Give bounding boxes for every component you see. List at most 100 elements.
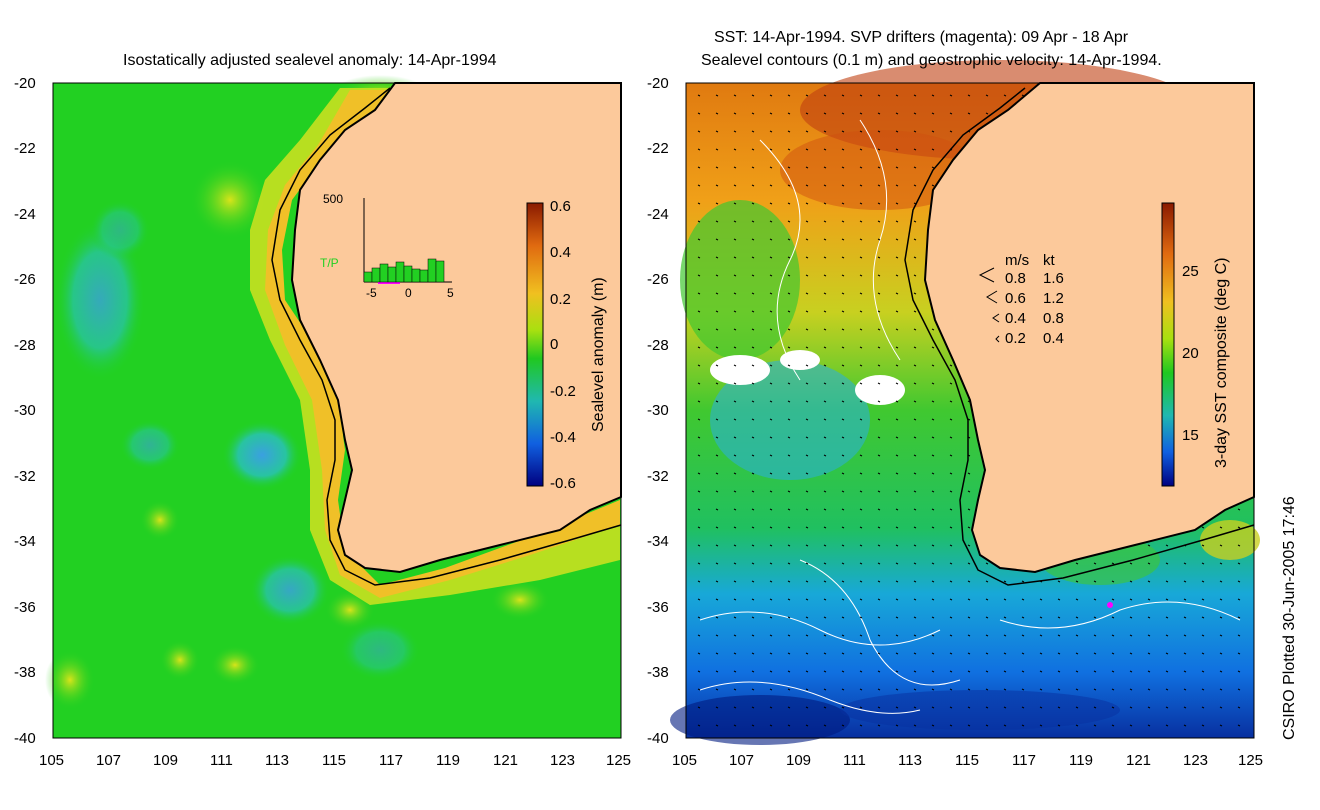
velocity-arrow xyxy=(805,508,809,511)
velocity-arrow xyxy=(769,328,773,331)
velocity-arrow xyxy=(1183,688,1187,691)
y-tick: -28 xyxy=(14,337,36,354)
velocity-arrow xyxy=(805,436,809,439)
velocity-arrow xyxy=(949,598,953,601)
velocity-arrow xyxy=(913,562,917,565)
velocity-arrow xyxy=(877,616,881,619)
velocity-arrow xyxy=(895,400,899,403)
velocity-arrow xyxy=(967,526,971,529)
velocity-arrow xyxy=(841,184,845,187)
velocity-arrow xyxy=(1003,634,1007,637)
colorbar-tick: 20 xyxy=(1182,345,1199,362)
velocity-arrow xyxy=(697,436,701,439)
velocity-arrow xyxy=(1201,562,1205,565)
velocity-arrow xyxy=(715,202,719,205)
velocity-arrow xyxy=(1093,562,1097,565)
velocity-arrow xyxy=(823,670,827,673)
velocity-arrow xyxy=(751,112,755,115)
velocity-arrow xyxy=(715,274,719,277)
velocity-legend-header-ms: m/s xyxy=(1005,252,1030,269)
velocity-arrow xyxy=(859,598,863,601)
velocity-arrow xyxy=(841,454,845,457)
velocity-arrow xyxy=(949,364,953,367)
velocity-arrow xyxy=(733,328,737,331)
velocity-arrow xyxy=(859,328,863,331)
colorbar-tick: 0.2 xyxy=(550,291,571,308)
velocity-arrow xyxy=(1219,526,1223,529)
velocity-arrow xyxy=(985,580,989,583)
velocity-arrow xyxy=(787,508,791,511)
colorbar-tick: 25 xyxy=(1182,263,1199,280)
velocity-arrow xyxy=(787,238,791,241)
velocity-arrow xyxy=(1075,562,1079,565)
inset-bar xyxy=(427,258,437,283)
velocity-arrow xyxy=(751,238,755,241)
velocity-arrow xyxy=(949,688,953,691)
velocity-arrow xyxy=(787,112,791,115)
velocity-arrow xyxy=(895,130,899,133)
velocity-arrow xyxy=(715,670,719,673)
velocity-arrow xyxy=(913,382,917,385)
velocity-arrow xyxy=(931,454,935,457)
velocity-arrow xyxy=(1057,652,1061,655)
velocity-arrow xyxy=(823,472,827,475)
velocity-arrow xyxy=(1129,634,1133,637)
velocity-arrow xyxy=(733,292,737,295)
velocity-arrow xyxy=(1039,706,1043,709)
velocity-arrow xyxy=(841,292,845,295)
velocity-arrow xyxy=(805,238,809,241)
velocity-arrow xyxy=(1201,670,1205,673)
velocity-arrow xyxy=(733,634,737,637)
velocity-arrow xyxy=(967,670,971,673)
y-tick: -36 xyxy=(647,599,669,616)
velocity-arrow xyxy=(949,670,953,673)
velocity-arrow xyxy=(877,94,881,97)
velocity-arrow xyxy=(1183,670,1187,673)
velocity-arrow xyxy=(1219,652,1223,655)
velocity-arrow xyxy=(949,580,953,583)
velocity-arrow xyxy=(895,220,899,223)
velocity-arrow xyxy=(805,382,809,385)
velocity-arrow xyxy=(931,364,935,367)
velocity-arrow xyxy=(715,616,719,619)
velocity-arrow xyxy=(859,112,863,115)
velocity-arrow xyxy=(859,418,863,421)
velocity-arrow xyxy=(877,148,881,151)
velocity-arrow xyxy=(697,490,701,493)
velocity-arrow xyxy=(913,598,917,601)
velocity-arrow xyxy=(697,148,701,151)
velocity-arrow xyxy=(949,400,953,403)
velocity-arrow xyxy=(751,328,755,331)
velocity-arrow xyxy=(895,418,899,421)
velocity-arrow xyxy=(769,544,773,547)
velocity-arrow xyxy=(823,364,827,367)
velocity-arrow xyxy=(823,292,827,295)
velocity-arrow xyxy=(859,184,863,187)
velocity-arrow xyxy=(697,220,701,223)
velocity-arrow xyxy=(805,706,809,709)
velocity-arrow xyxy=(823,418,827,421)
velocity-arrow xyxy=(895,508,899,511)
velocity-arrow xyxy=(967,472,971,475)
velocity-arrow xyxy=(733,688,737,691)
velocity-arrow xyxy=(715,490,719,493)
velocity-arrow xyxy=(733,148,737,151)
velocity-arrow xyxy=(967,688,971,691)
velocity-arrow xyxy=(805,274,809,277)
y-tick: -38 xyxy=(14,664,36,681)
velocity-arrow xyxy=(787,166,791,169)
velocity-arrow xyxy=(769,346,773,349)
x-tick: 113 xyxy=(898,752,922,769)
velocity-arrow xyxy=(751,274,755,277)
velocity-arrow xyxy=(769,706,773,709)
velocity-arrow xyxy=(1093,706,1097,709)
velocity-legend-kt: 0.8 xyxy=(1043,310,1064,327)
velocity-arrow xyxy=(877,688,881,691)
velocity-arrow xyxy=(1147,562,1151,565)
velocity-arrow xyxy=(913,436,917,439)
velocity-arrow xyxy=(1237,526,1241,529)
velocity-arrow xyxy=(931,670,935,673)
velocity-arrow xyxy=(751,202,755,205)
velocity-arrow xyxy=(805,724,809,727)
velocity-arrow xyxy=(1039,652,1043,655)
